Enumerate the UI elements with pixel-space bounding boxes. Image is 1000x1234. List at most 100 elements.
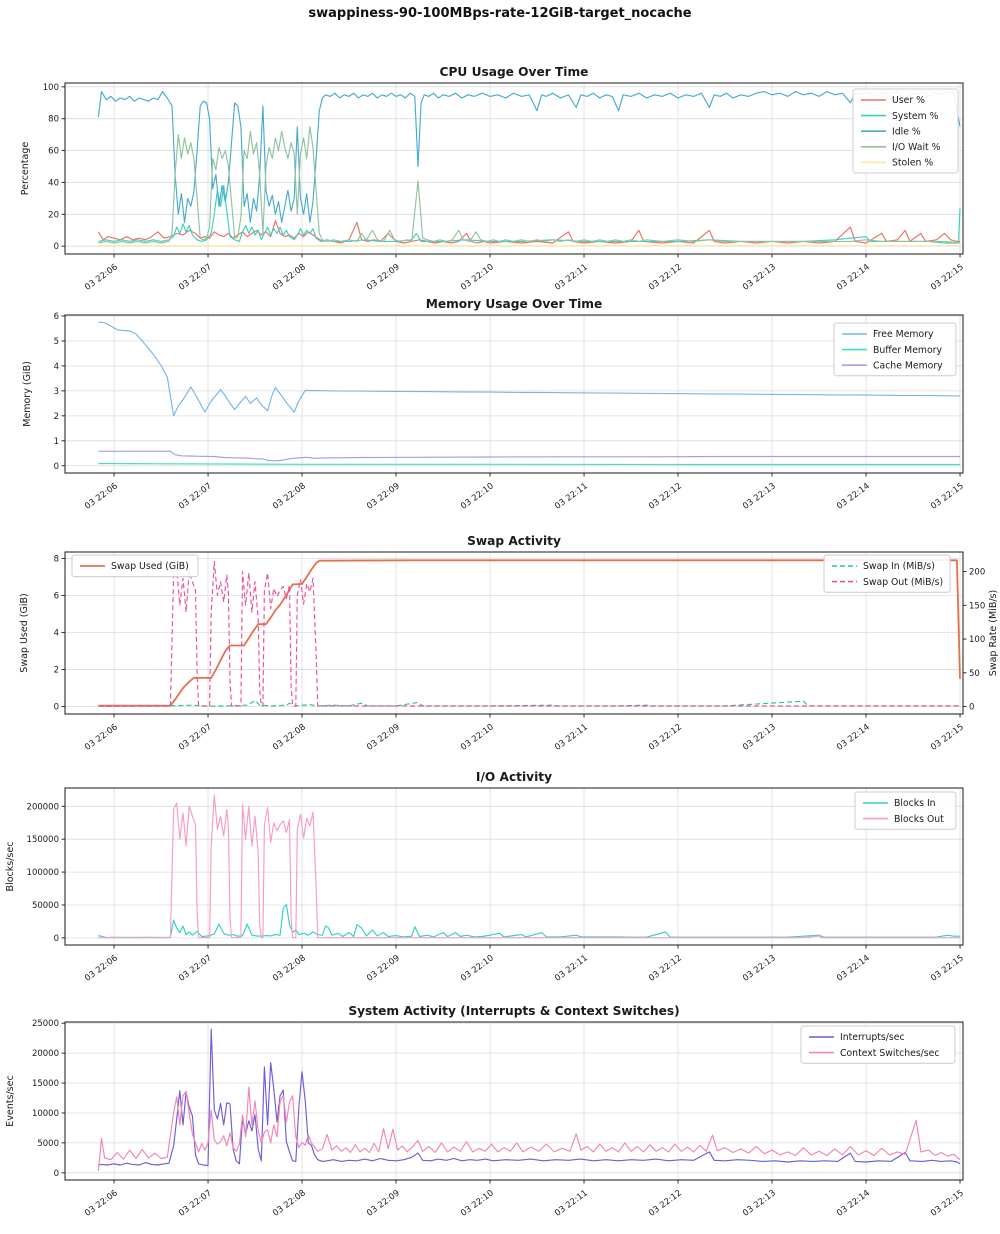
svg-text:03 22:06: 03 22:06 <box>83 481 120 511</box>
svg-text:100: 100 <box>969 635 985 645</box>
interrupts-sec-line <box>98 1028 961 1167</box>
svg-text:200: 200 <box>969 568 985 578</box>
svg-text:Swap Rate (MiB/s): Swap Rate (MiB/s) <box>988 590 999 676</box>
swap-out-mib-s-legend-label: Swap Out (MiB/s) <box>863 577 943 588</box>
svg-text:03 22:07: 03 22:07 <box>177 1188 214 1218</box>
svg-text:03 22:10: 03 22:10 <box>459 722 496 752</box>
svg-text:5: 5 <box>54 337 59 347</box>
svg-text:03 22:15: 03 22:15 <box>929 722 966 752</box>
svg-text:03 22:10: 03 22:10 <box>459 953 496 983</box>
svg-text:150: 150 <box>969 601 985 611</box>
svg-text:20000: 20000 <box>32 1049 59 1059</box>
swap-axis-ticks <box>61 558 967 718</box>
i-o-wait-line <box>98 126 961 244</box>
cpu-title: CPU Usage Over Time <box>440 65 589 79</box>
cpu-axis-labels: 03 22:06 03 22:07 03 22:08 03 22:09 03 22:10… <box>20 83 966 293</box>
memory-title: Memory Usage Over Time <box>426 297 603 311</box>
svg-text:03 22:14: 03 22:14 <box>835 481 872 511</box>
svg-text:2: 2 <box>54 666 59 676</box>
interrupts-sec-legend-label: Interrupts/sec <box>840 1032 905 1043</box>
cpu-axis-ticks <box>61 86 961 258</box>
swap-out-mib-s-line <box>98 560 960 707</box>
io-plot: 03 22:06 03 22:07 03 22:08 03 22:09 03 22:10… <box>5 770 966 984</box>
buffer-memory-legend-label: Buffer Memory <box>873 345 942 356</box>
svg-text:Blocks/sec: Blocks/sec <box>5 842 16 892</box>
svg-text:150000: 150000 <box>27 835 59 845</box>
cpu-plot: 03 22:06 03 22:07 03 22:08 03 22:09 03 22:10… <box>20 65 966 293</box>
swap-title: Swap Activity <box>467 534 561 548</box>
svg-text:03 22:07: 03 22:07 <box>177 953 214 983</box>
svg-text:03 22:09: 03 22:09 <box>365 722 402 752</box>
svg-text:50000: 50000 <box>32 901 59 911</box>
svg-text:03 22:08: 03 22:08 <box>271 481 308 511</box>
svg-text:03 22:12: 03 22:12 <box>647 953 684 983</box>
io-gridlines <box>65 788 963 945</box>
io-axis-labels: 03 22:06 03 22:07 03 22:08 03 22:09 03 22:10… <box>5 802 966 983</box>
svg-text:0: 0 <box>54 934 59 944</box>
blocks-out-legend-label: Blocks Out <box>894 814 944 825</box>
memory-plot: 03 22:06 03 22:07 03 22:08 03 22:09 03 22:10… <box>22 297 966 512</box>
svg-text:03 22:13: 03 22:13 <box>741 262 778 292</box>
svg-text:03 22:06: 03 22:06 <box>83 953 120 983</box>
svg-text:03 22:13: 03 22:13 <box>741 722 778 752</box>
swap-used-gib-line <box>98 559 961 707</box>
svg-text:03 22:06: 03 22:06 <box>83 1188 120 1218</box>
svg-text:0: 0 <box>969 703 974 713</box>
svg-text:03 22:14: 03 22:14 <box>835 722 872 752</box>
swap-in-mib-s-line <box>98 699 960 707</box>
swap-plot: 03 22:06 03 22:07 03 22:08 03 22:09 03 22:10… <box>19 534 999 753</box>
svg-text:03 22:12: 03 22:12 <box>647 1188 684 1218</box>
buffer-memory-line <box>98 462 960 466</box>
svg-text:03 22:09: 03 22:09 <box>365 262 402 292</box>
svg-text:20: 20 <box>48 210 59 220</box>
svg-text:Events/sec: Events/sec <box>5 1075 16 1126</box>
svg-text:03 22:14: 03 22:14 <box>835 1188 872 1218</box>
user-line <box>97 220 960 244</box>
context-switches-sec-legend-label: Context Switches/sec <box>840 1048 939 1059</box>
svg-text:25000: 25000 <box>32 1019 59 1029</box>
svg-text:03 22:09: 03 22:09 <box>365 481 402 511</box>
svg-text:Memory (GiB): Memory (GiB) <box>22 361 33 427</box>
svg-text:03 22:11: 03 22:11 <box>553 481 590 511</box>
svg-text:50: 50 <box>969 669 980 679</box>
i-o-wait-legend-label: I/O Wait % <box>892 142 941 153</box>
system-line <box>98 185 961 244</box>
svg-text:03 22:11: 03 22:11 <box>553 953 590 983</box>
svg-text:5000: 5000 <box>37 1139 59 1149</box>
free-memory-line <box>98 321 961 417</box>
svg-text:03 22:13: 03 22:13 <box>741 481 778 511</box>
svg-text:03 22:10: 03 22:10 <box>459 481 496 511</box>
svg-text:03 22:15: 03 22:15 <box>929 481 966 511</box>
figure-title: swappiness-90-100MBps-rate-12GiB-target_… <box>308 6 692 21</box>
svg-text:03 22:15: 03 22:15 <box>929 1188 966 1218</box>
io-title: I/O Activity <box>476 770 552 784</box>
swap-legend-1: Swap Used (GiB) <box>71 554 199 578</box>
svg-text:6: 6 <box>54 312 59 322</box>
svg-text:100: 100 <box>43 83 59 93</box>
memory-gridlines <box>65 315 963 473</box>
memory-axis-labels: 03 22:06 03 22:07 03 22:08 03 22:09 03 22:10… <box>22 312 966 512</box>
svg-text:03 22:07: 03 22:07 <box>177 262 214 292</box>
svg-text:0: 0 <box>54 703 59 713</box>
svg-text:100000: 100000 <box>27 868 59 878</box>
svg-text:03 22:11: 03 22:11 <box>553 1188 590 1218</box>
svg-text:03 22:12: 03 22:12 <box>647 481 684 511</box>
svg-text:8: 8 <box>54 554 59 564</box>
svg-text:03 22:15: 03 22:15 <box>929 953 966 983</box>
svg-text:03 22:13: 03 22:13 <box>741 953 778 983</box>
cpu-frame <box>64 82 964 255</box>
cpu-usage-chart: 03 22:06 03 22:07 03 22:08 03 22:09 03 22:10… <box>0 60 1000 300</box>
svg-text:40: 40 <box>48 178 59 188</box>
svg-text:03 22:08: 03 22:08 <box>271 262 308 292</box>
io-legend: Blocks In Blocks Out <box>854 791 957 830</box>
blocks-in-line <box>98 903 960 939</box>
svg-text:03 22:11: 03 22:11 <box>553 262 590 292</box>
svg-text:80: 80 <box>48 115 59 125</box>
svg-text:03 22:14: 03 22:14 <box>835 953 872 983</box>
svg-text:03 22:09: 03 22:09 <box>365 953 402 983</box>
svg-text:03 22:13: 03 22:13 <box>741 1188 778 1218</box>
idle-line <box>97 91 961 223</box>
svg-text:03 22:09: 03 22:09 <box>365 1188 402 1218</box>
system-plot: 03 22:06 03 22:07 03 22:08 03 22:09 03 22:10… <box>5 1004 966 1219</box>
svg-text:6: 6 <box>54 592 59 602</box>
